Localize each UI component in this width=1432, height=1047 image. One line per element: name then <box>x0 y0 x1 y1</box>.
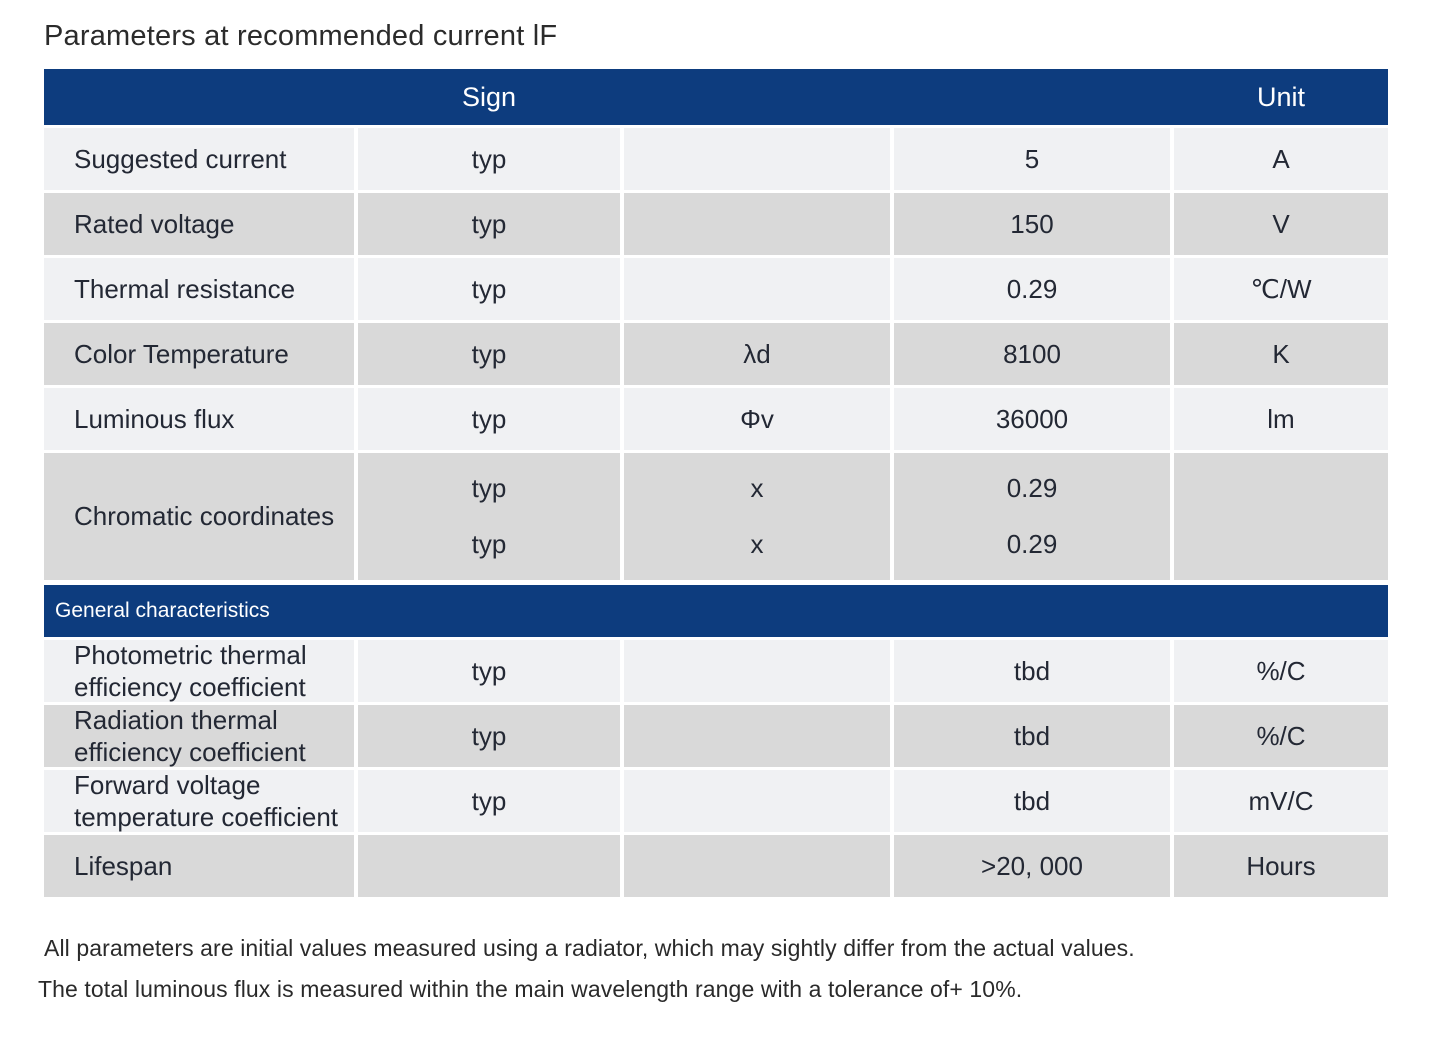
param-value: tbd <box>894 705 1170 767</box>
param-name: Rated voltage <box>44 193 354 255</box>
spec-page: Parameters at recommended current lF Sig… <box>38 20 1432 1003</box>
param-value-stack: 0.29 0.29 <box>894 453 1170 580</box>
footnote-line: The total luminous flux is measured with… <box>38 976 1023 1002</box>
header-value-blank <box>894 69 1170 125</box>
param-typ: typ <box>358 193 620 255</box>
param-unit: Hours <box>1174 835 1388 897</box>
param-unit: ℃/W <box>1174 258 1388 320</box>
param-symbol: x <box>750 473 764 504</box>
param-typ: typ <box>358 128 620 190</box>
param-value: tbd <box>894 770 1170 832</box>
header-symbol-blank <box>624 69 890 125</box>
param-value: 0.29 <box>894 258 1170 320</box>
param-value: 5 <box>894 128 1170 190</box>
table-row-suggested-current: Suggested current typ 5 A <box>44 128 1388 190</box>
header-sign: Sign <box>461 81 517 112</box>
param-value: tbd <box>894 640 1170 702</box>
param-name: Lifespan <box>44 835 354 897</box>
table-row-rated-voltage: Rated voltage typ 150 V <box>44 193 1388 255</box>
table-row-forward-voltage: Forward voltage temperature coefficient … <box>44 770 1388 832</box>
param-typ: typ <box>471 473 507 504</box>
param-typ: typ <box>358 705 620 767</box>
param-symbol: x <box>750 528 764 559</box>
param-value: 36000 <box>894 388 1170 450</box>
table-row-color-temperature: Color Temperature typ λd 8100 K <box>44 323 1388 385</box>
table-row-lifespan: Lifespan >20, 000 Hours <box>44 835 1388 897</box>
param-typ <box>358 835 620 897</box>
param-name: Luminous flux <box>44 388 354 450</box>
param-typ: typ <box>471 528 507 559</box>
table-header-row: Sign Unit <box>44 69 1388 125</box>
param-typ: typ <box>358 323 620 385</box>
param-symbol <box>624 770 890 832</box>
param-unit: mV/C <box>1174 770 1388 832</box>
header-unit: Unit <box>1256 81 1305 112</box>
param-symbol-stack: x x <box>624 453 890 580</box>
param-value: 150 <box>894 193 1170 255</box>
param-symbol <box>624 193 890 255</box>
param-symbol <box>624 640 890 702</box>
param-unit: %/C <box>1174 705 1388 767</box>
footnotes: All parameters are initial values measur… <box>38 935 1432 1003</box>
param-typ-stack: typ typ <box>358 453 620 580</box>
param-unit: A <box>1174 128 1388 190</box>
param-symbol: Φv <box>624 388 890 450</box>
param-name: Color Temperature <box>44 323 354 385</box>
section-general-characteristics: General characteristics <box>44 585 1388 637</box>
param-typ: typ <box>358 770 620 832</box>
param-name: Photometric thermal efficiency coefficie… <box>44 640 354 702</box>
param-name: Radiation thermal efficiency coefficient <box>44 705 354 767</box>
param-value: 0.29 <box>1006 473 1058 504</box>
header-parameter-blank <box>44 69 354 125</box>
param-typ: typ <box>358 258 620 320</box>
table-row-thermal-resistance: Thermal resistance typ 0.29 ℃/W <box>44 258 1388 320</box>
param-unit: V <box>1174 193 1388 255</box>
param-typ: typ <box>358 640 620 702</box>
param-symbol <box>624 128 890 190</box>
param-value: >20, 000 <box>894 835 1170 897</box>
param-name: Thermal resistance <box>44 258 354 320</box>
table-row-luminous-flux: Luminous flux typ Φv 36000 lm <box>44 388 1388 450</box>
table-row-photometric-thermal: Photometric thermal efficiency coefficie… <box>44 640 1388 702</box>
param-name: Chromatic coordinates <box>44 453 354 580</box>
parameters-table: Sign Unit Suggested current typ 5 A Rate… <box>44 69 1388 897</box>
table-row-chromatic-coordinates: Chromatic coordinates typ typ x x 0.29 0… <box>44 453 1388 580</box>
param-symbol <box>624 258 890 320</box>
param-unit: K <box>1174 323 1388 385</box>
param-symbol <box>624 835 890 897</box>
param-symbol: λd <box>624 323 890 385</box>
param-unit <box>1174 453 1388 580</box>
table-row-radiation-thermal: Radiation thermal efficiency coefficient… <box>44 705 1388 767</box>
page-title: Parameters at recommended current lF <box>44 20 558 52</box>
param-unit: %/C <box>1174 640 1388 702</box>
param-value: 0.29 <box>1006 528 1058 559</box>
param-name: Forward voltage temperature coefficient <box>44 770 354 832</box>
param-value: 8100 <box>894 323 1170 385</box>
param-typ: typ <box>358 388 620 450</box>
param-unit: lm <box>1174 388 1388 450</box>
param-name: Suggested current <box>44 128 354 190</box>
footnote-line: All parameters are initial values measur… <box>44 935 1135 961</box>
param-symbol <box>624 705 890 767</box>
